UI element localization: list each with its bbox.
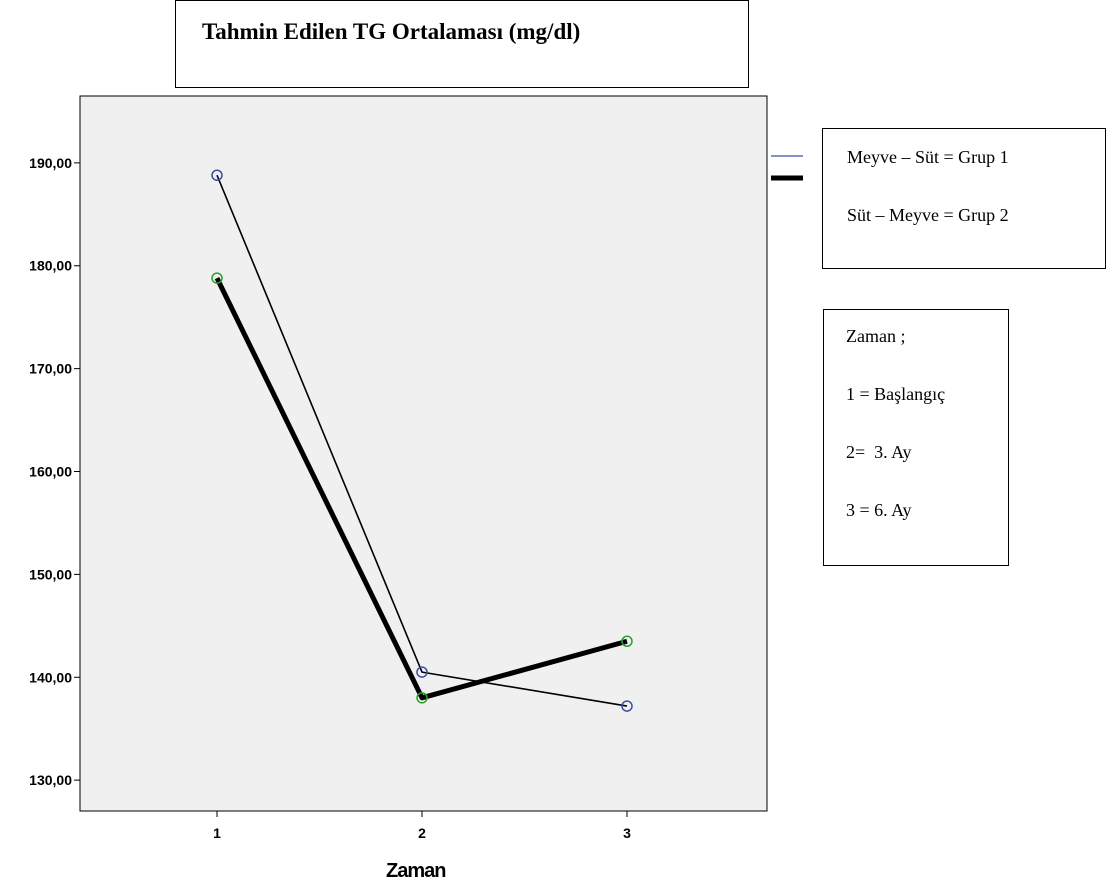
chart-title: Tahmin Edilen TG Ortalaması (mg/dl) [202, 19, 581, 44]
data-point-series-2 [211, 272, 223, 284]
y-tick-label: 170,00 [29, 361, 72, 377]
legend: Meyve – Süt = Grup 1 Süt – Meyve = Grup … [822, 128, 1106, 269]
y-tick-label: 190,00 [29, 155, 72, 171]
data-point-series-1 [211, 169, 223, 181]
y-tick-label: 180,00 [29, 258, 72, 274]
data-point-series-2 [416, 692, 428, 704]
plot-area [79, 95, 768, 812]
x-tick-label: 1 [213, 825, 221, 841]
x-tick-label: 2 [418, 825, 426, 841]
y-tick-label: 130,00 [29, 772, 72, 788]
legend-label-series-1: Meyve – Süt = Grup 1 [847, 147, 1009, 167]
data-point-series-1 [416, 666, 428, 678]
y-tick-label: 150,00 [29, 566, 72, 582]
y-tick-label: 140,00 [29, 669, 72, 685]
note-line-4: 3 = 6. Ay [846, 500, 912, 520]
chart-title-box: Tahmin Edilen TG Ortalaması (mg/dl) [175, 0, 749, 88]
legend-label-series-2: Süt – Meyve = Grup 2 [847, 205, 1009, 225]
series-line-1 [216, 174, 628, 707]
x-tick-label: 3 [623, 825, 631, 841]
note-line-1: Zaman ; [846, 326, 906, 346]
series-line-2 [214, 276, 628, 701]
note-line-2: 1 = Başlangıç [846, 384, 946, 404]
y-tick-label: 160,00 [29, 464, 72, 480]
time-key-note: Zaman ; 1 = Başlangıç 2= 3. Ay 3 = 6. Ay [823, 309, 1009, 566]
x-axis-label: Zaman [386, 860, 446, 882]
data-point-series-1 [621, 700, 633, 712]
data-point-series-2 [621, 635, 633, 648]
note-line-3: 2= 3. Ay [846, 442, 912, 462]
